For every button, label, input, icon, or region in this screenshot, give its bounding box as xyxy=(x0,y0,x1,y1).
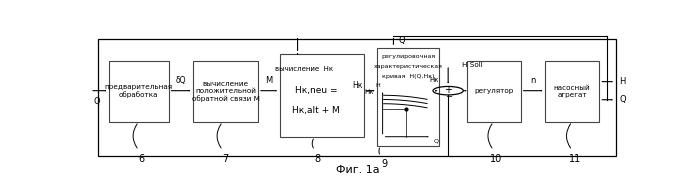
Text: +: + xyxy=(444,85,452,95)
Text: δQ: δQ xyxy=(175,76,186,85)
Text: 11: 11 xyxy=(569,154,581,164)
Text: 8: 8 xyxy=(315,154,321,164)
Text: Q: Q xyxy=(434,138,439,143)
Text: Q: Q xyxy=(619,95,626,104)
Text: −: − xyxy=(445,92,452,101)
Bar xyxy=(467,61,521,122)
Text: H: H xyxy=(375,83,380,88)
Text: кривая  H(Q,Hк): кривая H(Q,Hк) xyxy=(382,74,435,79)
Text: регулятор: регулятор xyxy=(474,88,513,94)
Text: предварительная
обработка: предварительная обработка xyxy=(105,84,173,98)
Text: Q: Q xyxy=(94,97,101,106)
Text: насосный
агрегат: насосный агрегат xyxy=(554,85,591,98)
Text: Hк: Hк xyxy=(352,81,363,90)
Bar xyxy=(545,61,599,122)
Text: Q: Q xyxy=(399,36,405,45)
Text: 9: 9 xyxy=(381,159,387,169)
Text: H Soll: H Soll xyxy=(462,62,482,68)
Bar xyxy=(280,54,363,137)
Text: характеристическая: характеристическая xyxy=(374,64,442,69)
Bar xyxy=(109,61,168,122)
Text: n: n xyxy=(530,76,535,85)
Text: вычисление
положительной
обратной связи М: вычисление положительной обратной связи … xyxy=(192,81,259,102)
Text: 10: 10 xyxy=(490,154,503,164)
Text: Hк,alt + M: Hк,alt + M xyxy=(292,106,340,115)
Text: Фиг. 1а: Фиг. 1а xyxy=(336,165,380,175)
Text: H: H xyxy=(619,77,626,86)
Text: 6: 6 xyxy=(138,154,145,164)
Text: регулировочная: регулировочная xyxy=(381,54,435,59)
Bar xyxy=(193,61,258,122)
Text: вычисление  Hк: вычисление Hк xyxy=(275,66,333,72)
Text: Hк: Hк xyxy=(429,77,439,83)
Bar xyxy=(377,48,440,146)
Text: Hк,neu =: Hк,neu = xyxy=(295,86,338,95)
Text: M: M xyxy=(265,76,272,85)
Text: 7: 7 xyxy=(222,154,229,164)
Bar xyxy=(98,39,616,156)
Text: Hк: Hк xyxy=(364,89,374,95)
